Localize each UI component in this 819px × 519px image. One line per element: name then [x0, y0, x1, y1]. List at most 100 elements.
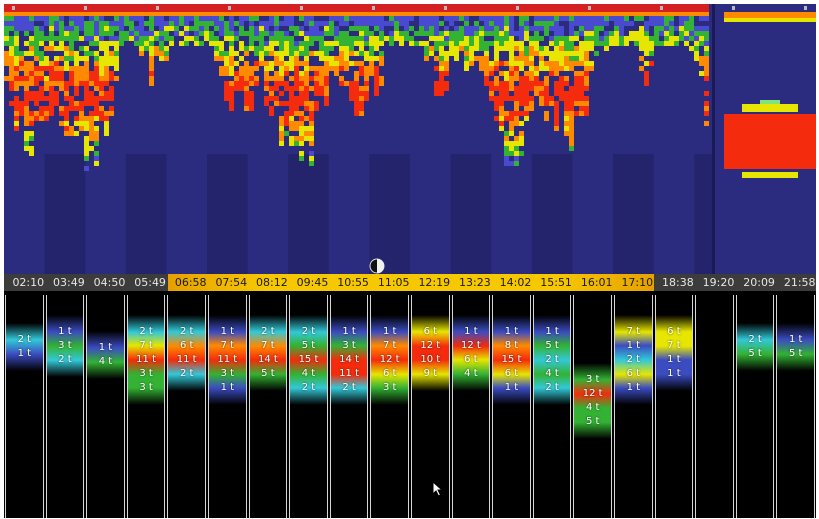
echo-pixel [374, 91, 379, 96]
time-label[interactable]: 07:54 [215, 276, 248, 289]
fish-count-label: 1 t [98, 342, 113, 353]
echo-pixel [504, 91, 509, 96]
echo-pixel [509, 116, 514, 121]
echo-pixel [684, 41, 689, 46]
time-label[interactable]: 05:49 [134, 276, 166, 289]
echo-pixel [439, 21, 444, 26]
echo-pixel [94, 131, 99, 136]
echo-pixel [149, 46, 154, 51]
echo-pixel [39, 116, 44, 121]
histogram-column[interactable] [695, 295, 734, 518]
panel-toggle-icon[interactable] [369, 258, 385, 274]
echo-pixel [29, 136, 34, 141]
echo-pixel [449, 36, 454, 41]
time-label[interactable]: 03:49 [53, 276, 85, 289]
echo-pixel [19, 106, 24, 111]
fish-count-label: 2 t [545, 354, 559, 365]
time-label[interactable]: 18:38 [662, 276, 694, 289]
time-label[interactable]: 08:12 [256, 276, 288, 289]
echo-pixel [214, 21, 219, 26]
echo-pixel [549, 21, 554, 26]
echo-pixel [94, 141, 99, 146]
echo-pixel [534, 16, 539, 21]
echo-pixel [389, 41, 394, 46]
echo-pixel [94, 51, 99, 56]
fish-count-label: 14 t [339, 354, 359, 365]
echo-pixel [39, 61, 44, 66]
echo-pixel [89, 51, 94, 56]
time-label[interactable]: 15:51 [540, 276, 572, 289]
echo-pixel [544, 111, 549, 116]
echo-pixel [699, 16, 704, 21]
echo-pixel [29, 91, 34, 96]
echo-pixel [544, 96, 549, 101]
time-label[interactable]: 19:20 [702, 276, 735, 289]
echo-pixel [284, 51, 289, 56]
echo-pixel [614, 16, 619, 21]
echo-pixel [229, 86, 234, 91]
echo-pixel [324, 31, 329, 36]
time-label[interactable]: 09:45 [296, 276, 329, 289]
echo-pixel [104, 111, 109, 116]
time-label[interactable]: 17:10 [621, 276, 654, 289]
echogram-view[interactable] [4, 4, 816, 274]
time-label[interactable]: 14:02 [499, 276, 532, 289]
echo-pixel [504, 156, 509, 161]
echo-pixel [104, 51, 109, 56]
fish-count-label: 11 t [136, 354, 156, 365]
echo-pixel [579, 81, 584, 86]
echo-pixel [354, 106, 359, 111]
echo-pixel [359, 51, 364, 56]
echo-pixel [509, 66, 514, 71]
time-label[interactable]: 06:58 [174, 276, 207, 289]
echo-pixel [159, 36, 164, 41]
echo-pixel [79, 46, 84, 51]
echo-pixel [184, 31, 189, 36]
time-label[interactable]: 02:10 [12, 276, 45, 289]
echo-pixel [579, 111, 584, 116]
echo-pixel [184, 16, 189, 21]
echo-pixel [89, 31, 94, 36]
fish-count-label: 4 t [301, 368, 316, 379]
echo-pixel [649, 16, 654, 21]
echo-pixel [439, 91, 444, 96]
time-label[interactable]: 21:58 [783, 276, 816, 289]
time-label[interactable]: 16:01 [580, 276, 613, 289]
time-label[interactable]: 12:19 [418, 276, 451, 289]
time-label[interactable]: 20:09 [743, 276, 775, 289]
echo-pixel [499, 71, 504, 76]
echo-pixel [29, 71, 34, 76]
echo-pixel [509, 86, 514, 91]
time-label[interactable]: 04:50 [93, 276, 126, 289]
echo-pixel [554, 46, 559, 51]
echo-pixel [109, 26, 114, 31]
echo-pixel [469, 31, 474, 36]
time-label[interactable]: 11:05 [377, 276, 410, 289]
time-label[interactable]: 10:55 [337, 276, 369, 289]
echo-pixel [29, 116, 34, 121]
time-label[interactable]: 13:23 [459, 276, 491, 289]
echo-pixel [479, 36, 484, 41]
echo-pixel [299, 81, 304, 86]
echo-pixel [189, 36, 194, 41]
echo-pixel [369, 41, 374, 46]
